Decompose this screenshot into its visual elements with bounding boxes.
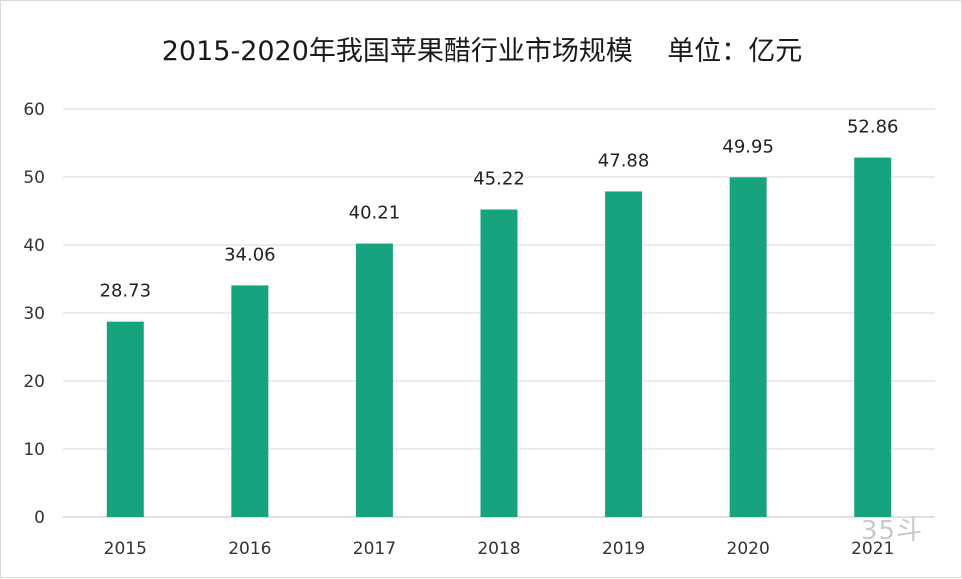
x-tick-label: 2020 — [727, 539, 770, 559]
data-label: 40.21 — [349, 203, 401, 224]
watermark-logo: 35斗 — [860, 516, 923, 546]
y-tick-label: 40 — [23, 236, 45, 256]
bar — [480, 209, 518, 517]
y-tick-label: 10 — [23, 440, 45, 460]
bar — [355, 243, 393, 517]
bar — [231, 285, 269, 517]
bar — [605, 191, 643, 517]
data-label: 34.06 — [224, 244, 276, 265]
y-tick-label: 50 — [23, 168, 45, 188]
x-tick-label: 2019 — [602, 539, 645, 559]
data-label: 28.73 — [100, 281, 152, 302]
bar — [854, 157, 892, 517]
x-tick-label: 2015 — [104, 539, 147, 559]
y-tick-label: 20 — [23, 372, 45, 392]
bar — [729, 177, 767, 517]
x-tick-label: 2018 — [477, 539, 520, 559]
x-tick-label: 2021 — [851, 539, 894, 559]
data-label: 45.22 — [473, 169, 525, 190]
data-label: 52.86 — [847, 117, 899, 138]
y-tick-label: 0 — [34, 508, 45, 528]
data-label: 49.95 — [722, 136, 774, 157]
x-tick-label: 2017 — [353, 539, 396, 559]
data-label: 47.88 — [598, 150, 650, 171]
x-tick-label: 2016 — [228, 539, 271, 559]
chart-title: 2015-2020年我国苹果醋行业市场规模 单位：亿元 — [161, 36, 803, 67]
bar — [106, 321, 144, 517]
y-tick-label: 30 — [23, 304, 45, 324]
y-tick-label: 60 — [23, 100, 45, 120]
